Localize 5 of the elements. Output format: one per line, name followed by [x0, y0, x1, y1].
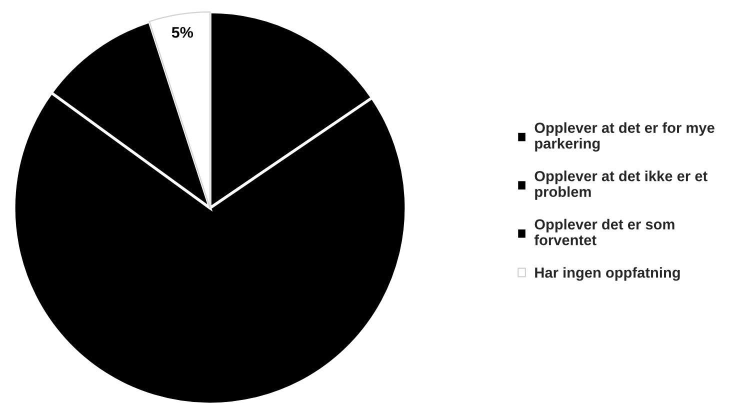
data-label: 5% [172, 27, 194, 38]
legend-label: Opplever det er som forventet [534, 218, 674, 246]
legend-label: Har ingen oppfatning [535, 267, 680, 281]
legend-label: Opplever at det ikke er et problem [534, 170, 708, 200]
legend-label: Opplever at det er for mye parkering [534, 122, 714, 152]
